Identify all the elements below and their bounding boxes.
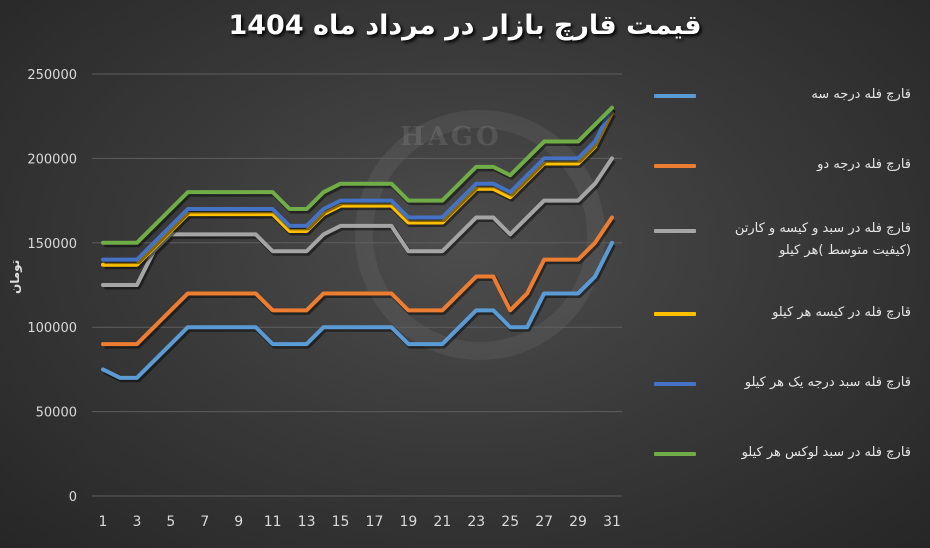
legend-item-0: قارچ فله درجه سه: [650, 78, 920, 138]
series-line-1: [101, 215, 614, 347]
legend-swatch: [654, 229, 696, 233]
series-shadow-0: [103, 243, 616, 383]
series-line-0: [101, 240, 614, 380]
grid-lines: [92, 73, 622, 497]
series-line-3: [101, 110, 614, 267]
x-tick-label: 19: [399, 514, 417, 530]
x-tick-label: 17: [366, 514, 384, 530]
watermark-text: HAGO: [400, 122, 502, 152]
x-tick-label: 7: [200, 514, 209, 530]
y-tick-label: 50000: [36, 406, 77, 421]
legend-label: قارچ فله سبد درجه یک هر کیلو: [744, 375, 911, 390]
x-tick-label: 5: [166, 514, 175, 530]
x-tick-label: 11: [264, 514, 282, 530]
x-axis-ticks: 1 3 5 7 9 11 13 15 17 19 21 23 25 27 29 31: [99, 514, 621, 530]
y-tick-label: 200000: [27, 152, 77, 167]
x-tick-label: 23: [467, 514, 485, 530]
legend-item-4: قارچ فله سبد درجه یک هر کیلو: [650, 366, 920, 426]
x-tick-label: 15: [332, 514, 350, 530]
legend-swatch: [654, 312, 696, 316]
legend-item-5: قارچ فله در سبد لوکس هر کیلو: [650, 436, 920, 496]
series-line-4: [101, 105, 614, 262]
series-line-5: [101, 105, 614, 245]
x-tick-label: 27: [535, 514, 553, 530]
y-axis-label: تومان: [8, 259, 22, 294]
legend-label: قارچ فله در سبد و کیسه و کارتن (کیفیت مت…: [734, 221, 911, 258]
legend-swatch: [654, 452, 696, 456]
y-tick-label: 150000: [27, 237, 77, 252]
chart-title: قیمت قارچ بازار در مرداد ماه 1404: [228, 10, 702, 41]
series-lines: [101, 105, 616, 383]
legend-item-1: قارچ فله درجه دو: [650, 148, 920, 208]
y-axis-ticks: 0 50000 100000 150000 200000 250000: [27, 68, 77, 505]
x-tick-label: 3: [132, 514, 141, 530]
legend-label: قارچ فله در کیسه هر کیلو: [772, 305, 911, 320]
series-line-2: [101, 156, 614, 287]
x-tick-label: 21: [433, 514, 451, 530]
x-tick-label: 29: [569, 514, 587, 530]
legend-swatch: [654, 94, 696, 98]
legend-swatch: [654, 164, 696, 168]
y-tick-label: 250000: [27, 68, 77, 83]
x-tick-label: 1: [99, 514, 108, 530]
y-tick-label: 0: [69, 490, 77, 505]
legend-item-2: قارچ فله در سبد و کیسه و کارتن (کیفیت مت…: [650, 218, 920, 278]
legend-label: قارچ فله در سبد لوکس هر کیلو: [741, 445, 911, 460]
series-shadow-3: [104, 113, 616, 270]
legend-label: قارچ فله درجه دو: [817, 157, 911, 172]
x-tick-label: 9: [234, 514, 243, 530]
legend-swatch: [654, 382, 696, 386]
legend-item-3: قارچ فله در کیسه هر کیلو: [650, 296, 920, 356]
y-tick-label: 100000: [27, 321, 77, 336]
legend-label: قارچ فله درجه سه: [811, 87, 911, 102]
x-tick-label: 31: [603, 514, 621, 530]
x-tick-label: 13: [298, 514, 316, 530]
x-tick-label: 25: [501, 514, 519, 530]
